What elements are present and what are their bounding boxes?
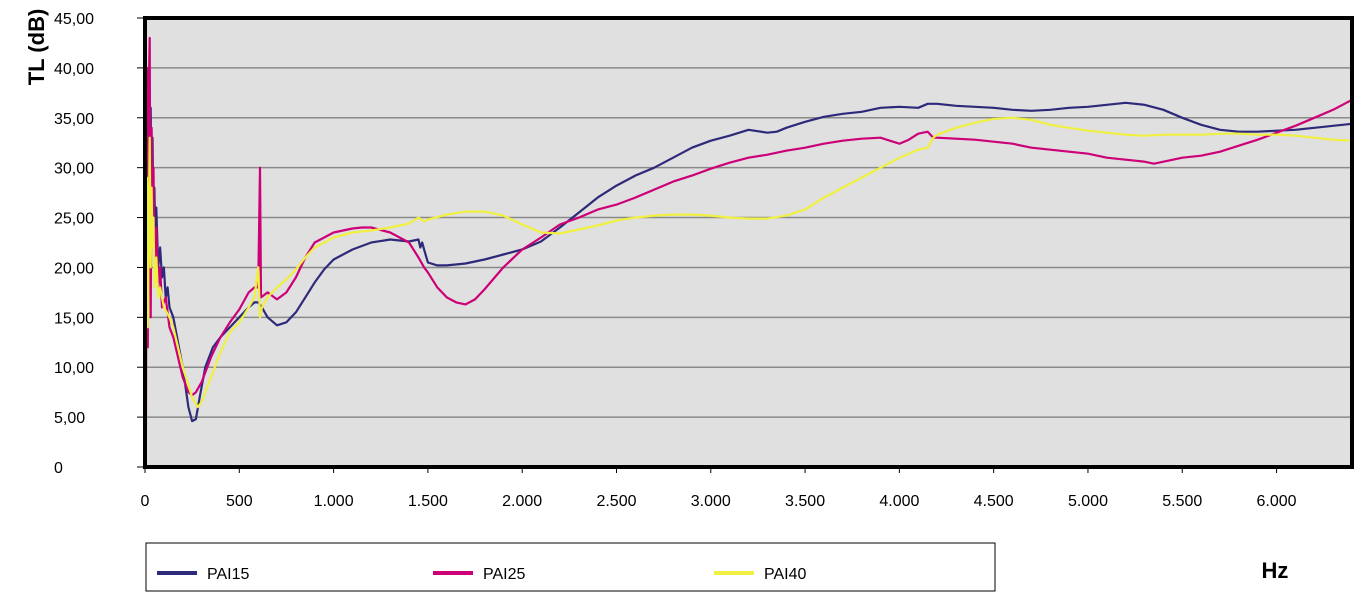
x-tick-label: 1.000 [314, 493, 354, 510]
plot-area [145, 18, 1352, 467]
legend-label-pai40: PAI40 [764, 566, 807, 583]
series-line-pai25 [143, 36, 1353, 449]
y-tick-label: 35,00 [54, 111, 94, 128]
gridlines [145, 67, 1352, 418]
x-tick-label: 0 [141, 493, 150, 510]
x-axis-ticks: 0 500 1.000 1.500 2.000 2.500 3.000 3.500 4.000 4… [141, 467, 1297, 510]
y-axis-ticks: 0 5,00 10,00 15,00 20,00 25,00 30,00 35,00 40,00… [54, 11, 145, 477]
y-tick-label: 45,00 [54, 11, 94, 28]
series-line-pai40 [143, 116, 1353, 409]
legend-label-pai15: PAI15 [207, 566, 250, 583]
x-tick-label: 5.500 [1162, 493, 1202, 510]
y-tick-label: 0 [54, 460, 63, 477]
x-tick-label: 3.000 [691, 493, 731, 510]
x-tick-label: 1.500 [408, 493, 448, 510]
y-tick-label: 15,00 [54, 310, 94, 327]
series-lines [143, 36, 1353, 449]
x-axis-title: Hz [1262, 558, 1289, 583]
y-tick-label: 25,00 [54, 211, 94, 228]
y-tick-label: 10,00 [54, 360, 94, 377]
x-tick-label: 500 [226, 493, 253, 510]
plot-frame [143, 16, 1354, 469]
legend-label-pai25: PAI25 [483, 566, 526, 583]
x-tick-label: 5.000 [1068, 493, 1108, 510]
x-tick-label: 3.500 [785, 493, 825, 510]
x-tick-label: 2.000 [502, 493, 542, 510]
y-tick-label: 5,00 [54, 410, 85, 427]
y-axis-title: TL (dB) [24, 9, 49, 86]
y-tick-label: 30,00 [54, 161, 94, 178]
legend: PAI15 PAI25 PAI40 [145, 542, 996, 592]
x-tick-label: 4.000 [879, 493, 919, 510]
x-tick-label: 4.500 [974, 493, 1014, 510]
x-tick-label: 2.500 [596, 493, 636, 510]
legend-box [145, 542, 996, 592]
x-tick-label: 6.000 [1257, 493, 1297, 510]
y-tick-label: 20,00 [54, 260, 94, 277]
y-tick-label: 40,00 [54, 61, 94, 78]
series-line-pai15 [143, 86, 1353, 423]
